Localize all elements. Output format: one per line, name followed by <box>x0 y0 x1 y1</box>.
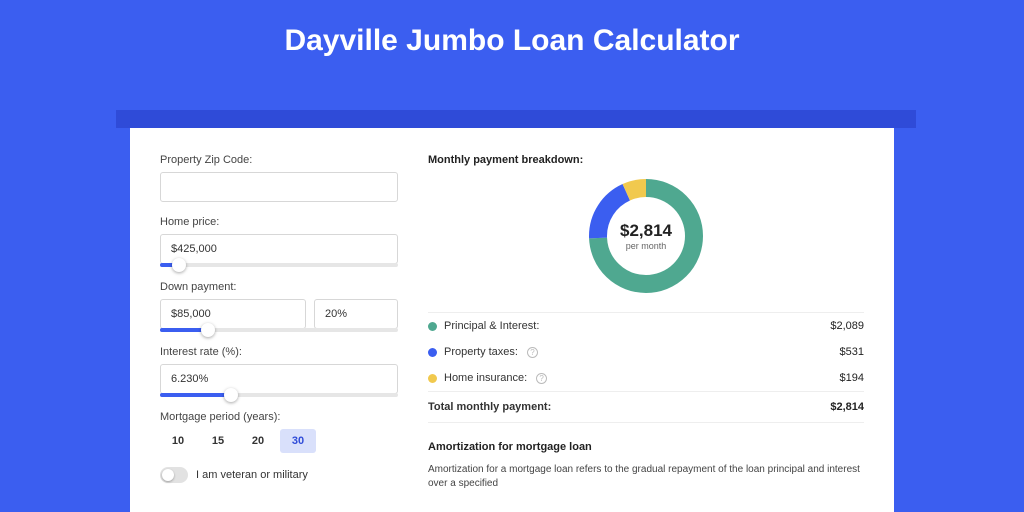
legend-label: Home insurance: <box>444 372 527 384</box>
legend-dot-icon <box>428 348 437 357</box>
legend-left: Home insurance:? <box>428 372 547 384</box>
interest-rate-slider-fill <box>160 393 231 397</box>
help-icon[interactable]: ? <box>527 347 538 358</box>
mortgage-period-label: Mortgage period (years): <box>160 411 398 423</box>
help-icon[interactable]: ? <box>536 373 547 384</box>
page-title: Dayville Jumbo Loan Calculator <box>0 0 1024 76</box>
legend-left: Principal & Interest: <box>428 320 539 332</box>
total-row: Total monthly payment: $2,814 <box>428 391 864 423</box>
interest-rate-slider[interactable] <box>160 393 398 397</box>
breakdown-title: Monthly payment breakdown: <box>428 154 864 166</box>
down-payment-slider[interactable] <box>160 328 398 332</box>
breakdown-column: Monthly payment breakdown: $2,814 per mo… <box>428 154 864 512</box>
amortization-text: Amortization for a mortgage loan refers … <box>428 463 864 491</box>
donut-center: $2,814 per month <box>586 176 706 296</box>
mortgage-period-option-10[interactable]: 10 <box>160 429 196 453</box>
zip-label: Property Zip Code: <box>160 154 398 166</box>
legend: Principal & Interest: $2,089 Property taxe… <box>428 313 864 391</box>
interest-rate-group: Interest rate (%): <box>160 346 398 397</box>
home-price-slider-thumb[interactable] <box>172 258 186 272</box>
mortgage-period-option-30[interactable]: 30 <box>280 429 316 453</box>
interest-rate-slider-thumb[interactable] <box>224 388 238 402</box>
calculator-card: Property Zip Code: Home price: Down paym… <box>130 128 894 512</box>
down-payment-slider-thumb[interactable] <box>201 323 215 337</box>
interest-rate-input[interactable] <box>160 364 398 394</box>
home-price-input[interactable] <box>160 234 398 264</box>
zip-group: Property Zip Code: <box>160 154 398 202</box>
mortgage-period-option-15[interactable]: 15 <box>200 429 236 453</box>
mortgage-period-option-20[interactable]: 20 <box>240 429 276 453</box>
home-price-slider[interactable] <box>160 263 398 267</box>
mortgage-period-group: Mortgage period (years): 10152030 <box>160 411 398 453</box>
amortization-section: Amortization for mortgage loan Amortizat… <box>428 441 864 491</box>
donut-wrap: $2,814 per month <box>428 176 864 296</box>
payment-donut-chart: $2,814 per month <box>586 176 706 296</box>
donut-amount: $2,814 <box>620 221 672 241</box>
legend-label: Principal & Interest: <box>444 320 539 332</box>
header-strip <box>116 110 916 128</box>
legend-label: Property taxes: <box>444 346 518 358</box>
legend-row: Principal & Interest: $2,089 <box>428 313 864 339</box>
legend-dot-icon <box>428 322 437 331</box>
total-value: $2,814 <box>830 401 864 413</box>
total-label: Total monthly payment: <box>428 401 551 413</box>
home-price-group: Home price: <box>160 216 398 267</box>
legend-value: $2,089 <box>830 320 864 332</box>
down-payment-amount-input[interactable] <box>160 299 306 329</box>
down-payment-group: Down payment: <box>160 281 398 332</box>
legend-dot-icon <box>428 374 437 383</box>
legend-row: Property taxes:? $531 <box>428 339 864 365</box>
legend-value: $531 <box>840 346 864 358</box>
interest-rate-label: Interest rate (%): <box>160 346 398 358</box>
legend-row: Home insurance:? $194 <box>428 365 864 391</box>
legend-value: $194 <box>840 372 864 384</box>
veteran-label: I am veteran or military <box>196 469 308 481</box>
donut-sub: per month <box>626 241 667 251</box>
home-price-label: Home price: <box>160 216 398 228</box>
veteran-row: I am veteran or military <box>160 467 398 483</box>
amortization-title: Amortization for mortgage loan <box>428 441 864 453</box>
form-column: Property Zip Code: Home price: Down paym… <box>160 154 398 512</box>
zip-input[interactable] <box>160 172 398 202</box>
legend-left: Property taxes:? <box>428 346 538 358</box>
veteran-toggle-knob <box>162 469 174 481</box>
down-payment-label: Down payment: <box>160 281 398 293</box>
mortgage-period-options: 10152030 <box>160 429 398 453</box>
down-payment-pct-input[interactable] <box>314 299 398 329</box>
veteran-toggle[interactable] <box>160 467 188 483</box>
